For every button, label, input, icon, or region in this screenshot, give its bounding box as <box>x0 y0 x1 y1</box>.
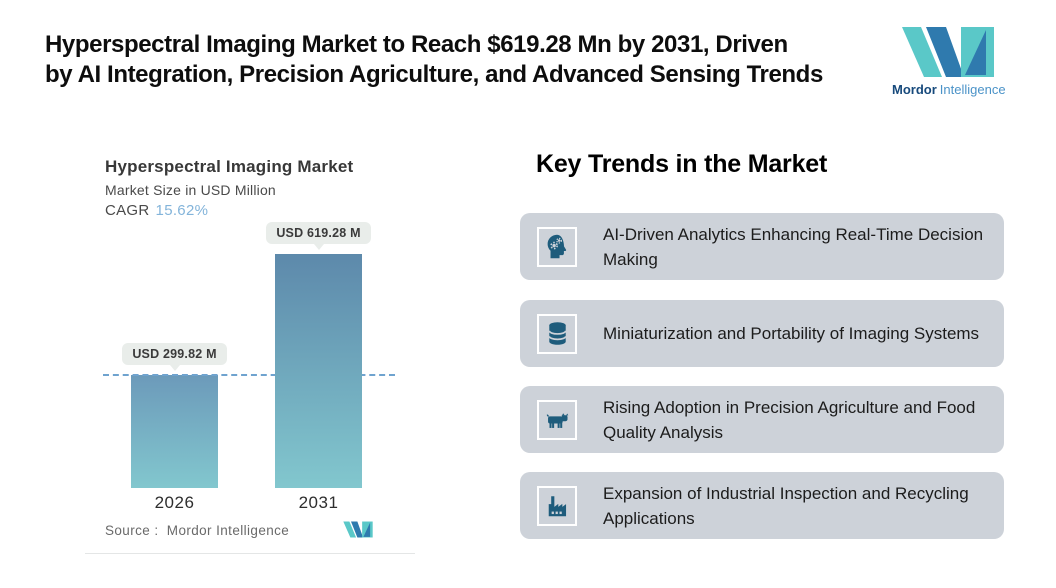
bar-column-2026: USD 299.82 M <box>122 342 227 488</box>
brand-name: Mordor Intelligence <box>892 82 1006 97</box>
brand-logo: Mordor Intelligence <box>892 26 1006 97</box>
trend-icon-tile <box>537 226 577 267</box>
page-title-line2: by AI Integration, Precision Agriculture… <box>45 61 823 88</box>
mordor-intelligence-logo-icon <box>902 27 994 77</box>
bar-column-2031: USD 619.28 M <box>266 222 371 488</box>
bar-value-pointer-2031 <box>313 244 324 250</box>
market-chart-panel: Hyperspectral Imaging Market Market Size… <box>85 133 415 554</box>
bar-value-label-2031: USD 619.28 M <box>266 222 371 244</box>
trend-card-precision-agriculture: Rising Adoption in Precision Agriculture… <box>520 386 1004 453</box>
trend-icon-tile <box>537 399 577 440</box>
trend-text: Rising Adoption in Precision Agriculture… <box>603 397 976 442</box>
page-title: Hyperspectral Imaging Market to Reach $6… <box>45 30 885 90</box>
cow-icon <box>546 413 568 428</box>
chart-cagr: CAGR 15.62% <box>105 202 208 219</box>
reference-dashed-line <box>103 373 395 376</box>
trend-card-ai-analytics: AI-Driven Analytics Enhancing Real-Time … <box>520 213 1004 280</box>
cagr-label: CAGR <box>105 202 150 219</box>
brand-name-bold: Mordor <box>892 82 937 97</box>
ai-head-gears-icon <box>547 234 566 259</box>
trend-text: AI-Driven Analytics Enhancing Real-Time … <box>603 224 984 269</box>
trend-card-miniaturization: Miniaturization and Portability of Imagi… <box>520 300 1004 367</box>
trend-text: Miniaturization and Portability of Imagi… <box>603 324 980 343</box>
source-label: Source : <box>105 523 159 538</box>
chart-footer-logo-icon <box>343 521 373 538</box>
bar-value-label-2026: USD 299.82 M <box>122 342 227 365</box>
x-axis-label-2026: 2026 <box>154 493 195 512</box>
brand-name-light: Intelligence <box>939 82 1006 97</box>
trend-icon-tile <box>537 485 577 526</box>
bar-2031 <box>275 254 362 488</box>
cagr-value: 15.62% <box>155 202 209 219</box>
trend-icon-tile <box>537 313 577 354</box>
chart-title: Hyperspectral Imaging Market <box>105 157 354 176</box>
bar-value-pointer-2026 <box>169 364 180 371</box>
factory-icon <box>548 496 566 517</box>
chart-subtitle: Market Size in USD Million <box>105 182 276 198</box>
x-axis-label-2031: 2031 <box>298 493 339 512</box>
trend-text: Expansion of Industrial Inspection and R… <box>603 483 969 528</box>
trend-card-industrial-inspection: Expansion of Industrial Inspection and R… <box>520 472 1004 539</box>
bar-2026 <box>131 374 218 488</box>
source-value: Mordor Intelligence <box>166 523 290 538</box>
database-icon <box>547 322 567 345</box>
page-title-line1: Hyperspectral Imaging Market to Reach $6… <box>45 31 788 58</box>
trends-heading: Key Trends in the Market <box>536 150 828 178</box>
chart-source: Source : Mordor Intelligence <box>105 523 289 538</box>
